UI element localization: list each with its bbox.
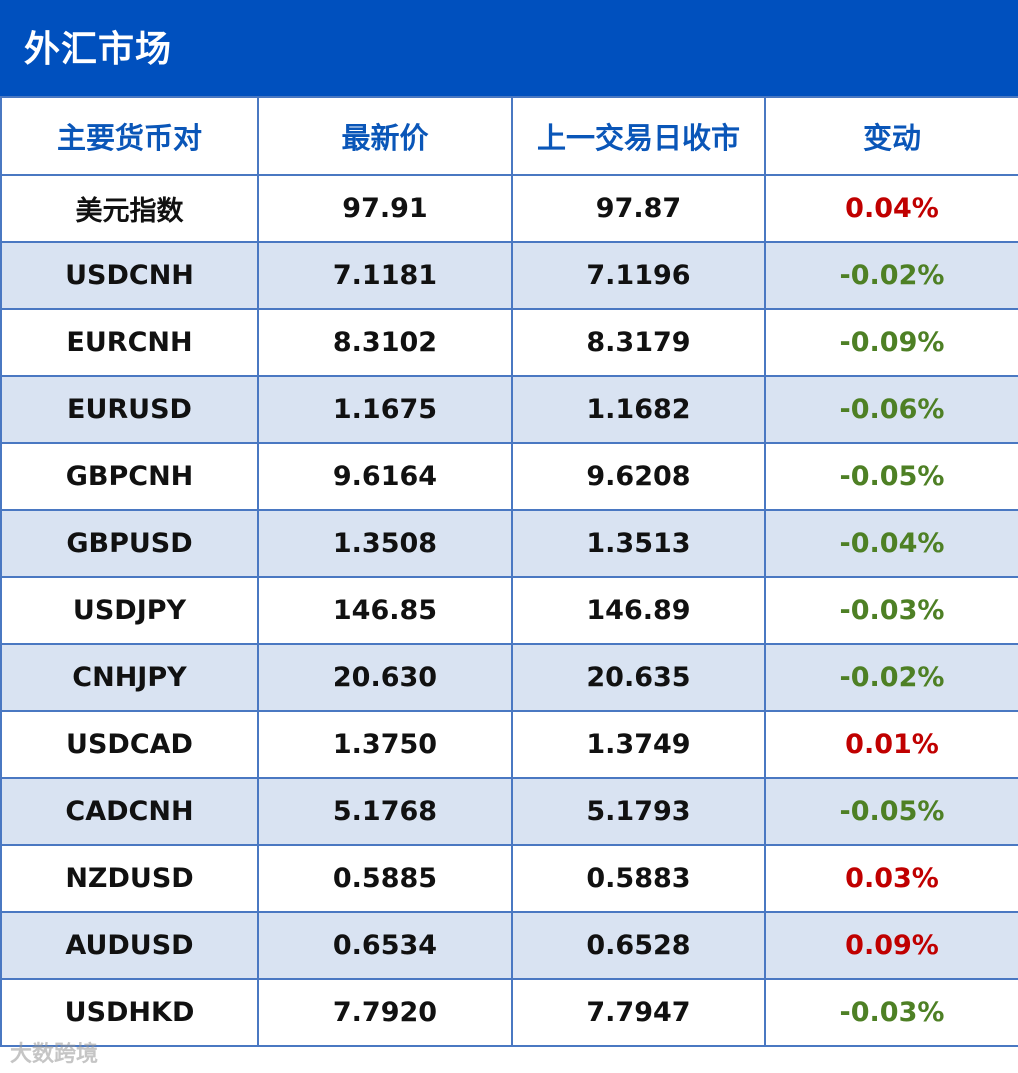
change-cell: -0.03% [764, 576, 1018, 645]
latest-price-cell: 20.630 [257, 643, 513, 712]
pair-cell: CNHJPY [0, 643, 259, 712]
change-cell: -0.02% [764, 241, 1018, 310]
change-cell: 0.04% [764, 174, 1018, 243]
pair-cell: EURUSD [0, 375, 259, 444]
prev-close-cell: 1.3513 [511, 509, 766, 578]
column-header-latest: 最新价 [257, 96, 513, 176]
prev-close-cell: 9.6208 [511, 442, 766, 511]
latest-price-cell: 5.1768 [257, 777, 513, 846]
pair-cell: GBPCNH [0, 442, 259, 511]
column-header-prev-close: 上一交易日收市 [511, 96, 766, 176]
table-header-row: 主要货币对 最新价 上一交易日收市 变动 [0, 96, 1018, 176]
change-cell: -0.03% [764, 978, 1018, 1047]
table-row: CNHJPY 20.630 20.635 -0.02% [0, 643, 1018, 712]
pair-cell: USDCAD [0, 710, 259, 779]
prev-close-cell: 8.3179 [511, 308, 766, 377]
latest-price-cell: 7.7920 [257, 978, 513, 1047]
latest-price-cell: 8.3102 [257, 308, 513, 377]
table-row: AUDUSD 0.6534 0.6528 0.09% [0, 911, 1018, 980]
latest-price-cell: 97.91 [257, 174, 513, 243]
latest-price-cell: 0.5885 [257, 844, 513, 913]
latest-price-cell: 0.6534 [257, 911, 513, 980]
change-cell: -0.06% [764, 375, 1018, 444]
pair-cell: USDJPY [0, 576, 259, 645]
latest-price-cell: 9.6164 [257, 442, 513, 511]
pair-cell: CADCNH [0, 777, 259, 846]
change-cell: -0.02% [764, 643, 1018, 712]
pair-cell: GBPUSD [0, 509, 259, 578]
prev-close-cell: 146.89 [511, 576, 766, 645]
table-row: USDJPY 146.85 146.89 -0.03% [0, 576, 1018, 645]
change-cell: -0.05% [764, 777, 1018, 846]
watermark: 大数跨境 [10, 1042, 99, 1067]
prev-close-cell: 7.7947 [511, 978, 766, 1047]
pair-cell: USDCNH [0, 241, 259, 310]
page-title: 外汇市场 [24, 29, 173, 70]
prev-close-cell: 1.1682 [511, 375, 766, 444]
table-row: EURUSD 1.1675 1.1682 -0.06% [0, 375, 1018, 444]
table-row: 美元指数 97.91 97.87 0.04% [0, 174, 1018, 243]
prev-close-cell: 5.1793 [511, 777, 766, 846]
prev-close-cell: 0.5883 [511, 844, 766, 913]
fx-table-container: 主要货币对 最新价 上一交易日收市 变动 美元指数 97.91 97.87 0.04%… [0, 96, 1018, 1073]
prev-close-cell: 7.1196 [511, 241, 766, 310]
table-row: USDCNH 7.1181 7.1196 -0.02% [0, 241, 1018, 310]
prev-close-cell: 1.3749 [511, 710, 766, 779]
change-cell: -0.05% [764, 442, 1018, 511]
pair-cell: EURCNH [0, 308, 259, 377]
change-cell: 0.01% [764, 710, 1018, 779]
table-body: 美元指数 97.91 97.87 0.04% USDCNH 7.1181 7.1196 -0.… [0, 174, 1018, 1047]
latest-price-cell: 146.85 [257, 576, 513, 645]
table-row: EURCNH 8.3102 8.3179 -0.09% [0, 308, 1018, 377]
title-bar: 外汇市场 [0, 0, 1018, 96]
pair-cell: AUDUSD [0, 911, 259, 980]
column-header-change: 变动 [764, 96, 1018, 176]
column-header-pair: 主要货币对 [0, 96, 259, 176]
prev-close-cell: 0.6528 [511, 911, 766, 980]
latest-price-cell: 1.1675 [257, 375, 513, 444]
table-row: NZDUSD 0.5885 0.5883 0.03% [0, 844, 1018, 913]
change-cell: -0.09% [764, 308, 1018, 377]
prev-close-cell: 97.87 [511, 174, 766, 243]
fx-table: 主要货币对 最新价 上一交易日收市 变动 美元指数 97.91 97.87 0.04%… [0, 96, 1018, 1047]
change-cell: 0.03% [764, 844, 1018, 913]
table-row: USDCAD 1.3750 1.3749 0.01% [0, 710, 1018, 779]
change-cell: -0.04% [764, 509, 1018, 578]
table-row: GBPUSD 1.3508 1.3513 -0.04% [0, 509, 1018, 578]
latest-price-cell: 7.1181 [257, 241, 513, 310]
pair-cell: 美元指数 [0, 174, 259, 243]
latest-price-cell: 1.3508 [257, 509, 513, 578]
table-row: CADCNH 5.1768 5.1793 -0.05% [0, 777, 1018, 846]
change-cell: 0.09% [764, 911, 1018, 980]
table-row: GBPCNH 9.6164 9.6208 -0.05% [0, 442, 1018, 511]
latest-price-cell: 1.3750 [257, 710, 513, 779]
prev-close-cell: 20.635 [511, 643, 766, 712]
pair-cell: NZDUSD [0, 844, 259, 913]
pair-cell: USDHKD [0, 978, 259, 1047]
table-row: USDHKD 7.7920 7.7947 -0.03% [0, 978, 1018, 1047]
